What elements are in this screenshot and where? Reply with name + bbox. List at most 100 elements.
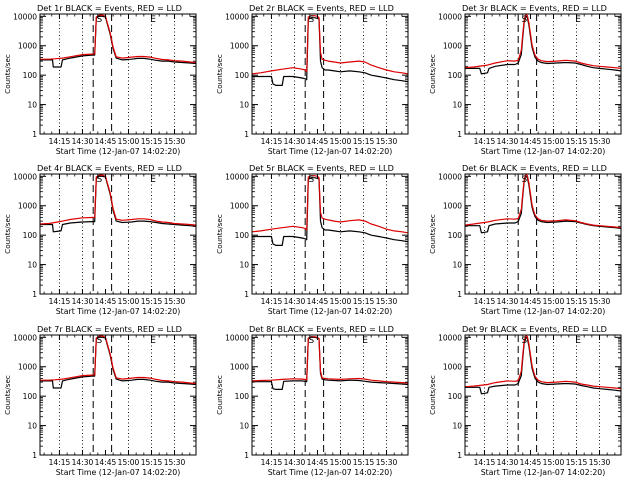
chart-panel-8: Det 8r BLACK = Events, RED = LLD 1 10 100 10… [215,324,409,477]
x-tick-label: 14:30 [284,137,306,146]
y-tick-label: 100 [235,231,250,240]
start-marker: S [308,336,314,346]
end-marker: E [362,15,368,25]
y-tick-label: 10 [27,261,37,270]
x-tick-label: 15:30 [376,297,398,306]
chart-title: Det 6r BLACK = Events, RED = LLD [462,163,607,173]
chart-panel-3: Det 3r BLACK = Events, RED = LLD 1 10 100 10… [428,3,622,156]
y-tick-label: 10 [452,261,462,270]
x-tick-label: 15:00 [330,137,352,146]
x-axis-label: Start Time (12-Jan-07 14:02:20) [56,468,181,477]
y-axis-label: Counts/sec [215,54,224,94]
x-tick-label: 14:15 [261,137,283,146]
series-line-lld [464,173,622,229]
x-tick-label: 15:00 [118,458,140,467]
series-line-events [40,15,197,68]
y-tick-label: 10000 [225,333,249,342]
chart-panel-9: Det 9r BLACK = Events, RED = LLD 1 10 100 10… [428,324,622,477]
y-tick-label: 100 [23,231,38,240]
x-axis-label: Start Time (12-Jan-07 14:02:20) [268,307,393,316]
x-axis-label: Start Time (12-Jan-07 14:02:20) [56,147,181,156]
x-tick-label: 14:30 [72,458,94,467]
chart-panel-4: Det 4r BLACK = Events, RED = LLD 1 10 100 10… [3,163,197,316]
y-tick-label: 100 [448,231,463,240]
y-tick-label: 1000 [18,42,37,51]
plot-frame [39,13,197,135]
x-tick-label: 14:15 [261,297,283,306]
chart-panel-2: Det 2r BLACK = Events, RED = LLD 1 10 100 10… [215,3,409,156]
x-tick-label: 15:15 [353,458,375,467]
y-tick-label: 100 [235,71,250,80]
x-tick-label: 15:00 [118,137,140,146]
x-tick-label: 14:30 [497,137,519,146]
x-tick-label: 15:00 [543,458,565,467]
y-tick-label: 10000 [438,12,462,21]
start-marker: S [521,15,527,25]
y-axis-label: Counts/sec [428,54,437,94]
x-tick-label: 14:30 [72,297,94,306]
start-marker: S [96,15,102,25]
x-tick-label: 15:30 [164,458,186,467]
x-tick-label: 15:15 [141,297,163,306]
x-axis-label: Start Time (12-Jan-07 14:02:20) [481,147,606,156]
start-marker: S [96,175,102,185]
y-tick-label: 1 [32,451,37,460]
x-tick-label: 15:00 [118,297,140,306]
x-tick-label: 14:45 [95,458,117,467]
y-axis-label: Counts/sec [3,375,12,415]
x-tick-label: 14:45 [520,297,542,306]
x-tick-label: 14:30 [72,137,94,146]
series-line-lld [251,175,409,234]
chart-title: Det 2r BLACK = Events, RED = LLD [249,3,394,13]
plot-frame [39,334,197,456]
plot-frame [251,173,409,295]
plot-frame [464,173,622,295]
series-line-lld [39,174,197,226]
y-tick-label: 1 [244,130,249,139]
y-tick-label: 10 [452,101,462,110]
y-axis-label: Counts/sec [428,214,437,254]
end-marker: E [575,175,581,185]
x-tick-label: 15:15 [141,137,163,146]
y-tick-label: 100 [448,392,463,401]
series-line-lld [251,336,409,384]
y-axis-label: Counts/sec [3,54,12,94]
chart-title: Det 1r BLACK = Events, RED = LLD [37,3,182,13]
y-tick-label: 1000 [230,202,249,211]
x-tick-label: 15:15 [353,137,375,146]
y-tick-label: 10 [239,261,249,270]
plot-frame [251,13,409,135]
start-marker: S [96,336,102,346]
y-tick-label: 100 [23,392,38,401]
x-tick-label: 14:15 [474,137,496,146]
x-tick-label: 15:30 [376,137,398,146]
y-tick-label: 100 [235,392,250,401]
series-line-lld [40,335,197,385]
x-tick-label: 14:15 [49,297,71,306]
x-tick-label: 15:15 [566,458,588,467]
series-line-events [465,175,622,234]
series-line-lld [464,13,622,69]
series-line-events [252,17,409,87]
series-line-events [465,336,622,395]
end-marker: E [362,175,368,185]
x-axis-label: Start Time (12-Jan-07 14:02:20) [56,307,181,316]
y-tick-label: 10000 [225,12,249,21]
end-marker: E [575,336,581,346]
plot-frame [251,334,409,456]
x-tick-label: 15:30 [589,137,611,146]
chart-title: Det 9r BLACK = Events, RED = LLD [462,324,607,334]
x-tick-label: 14:30 [497,458,519,467]
y-tick-label: 10000 [13,12,37,21]
x-tick-label: 14:45 [307,137,329,146]
y-tick-label: 1000 [443,42,462,51]
series-line-events [40,336,197,389]
y-tick-label: 10 [239,101,249,110]
y-tick-label: 10000 [225,172,249,181]
series-line-lld [40,14,197,64]
x-tick-label: 15:00 [330,297,352,306]
x-tick-label: 14:30 [284,297,306,306]
plot-frame [464,334,622,456]
end-marker: E [150,175,156,185]
x-tick-label: 15:30 [589,458,611,467]
